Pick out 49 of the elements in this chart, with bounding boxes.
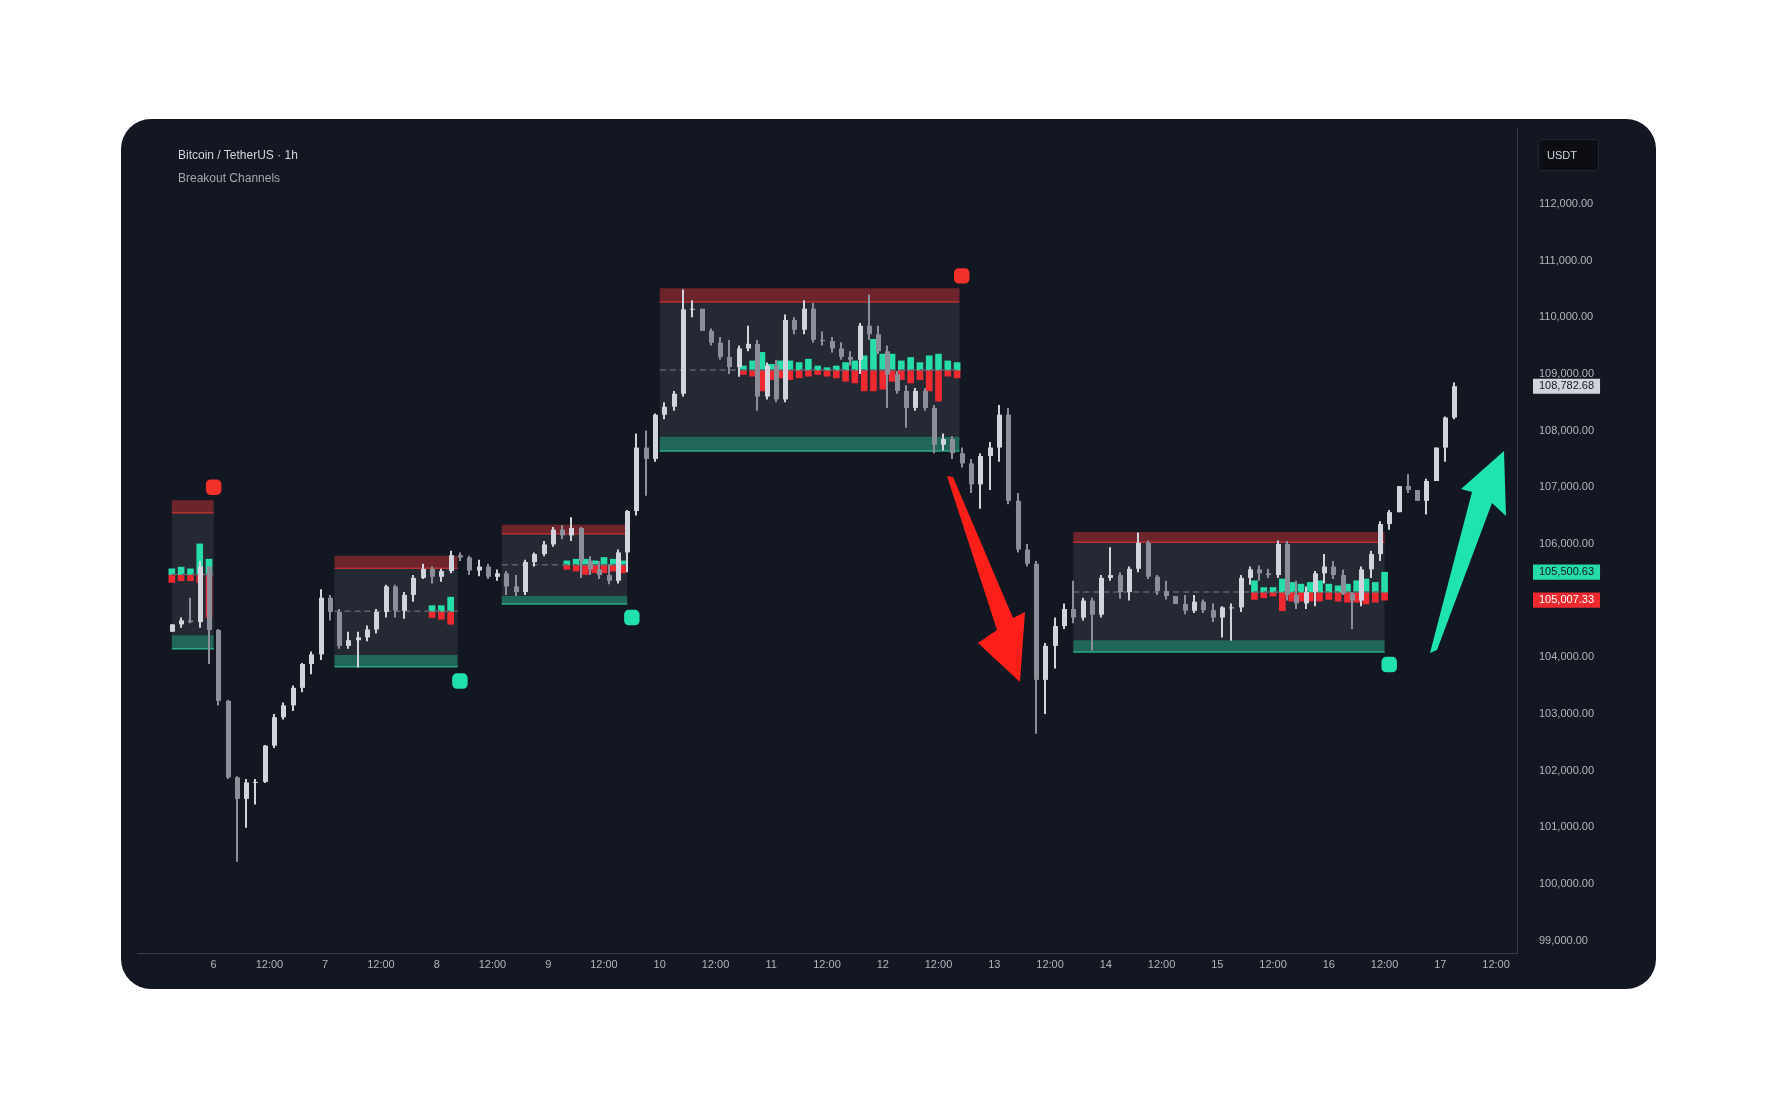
x-tick-label: 6 (210, 957, 217, 970)
x-tick-label: 12:00 (1147, 957, 1176, 970)
y-tick-label: 100,000.00 (1539, 876, 1595, 889)
x-tick-label: 12:00 (813, 957, 841, 970)
candlestick (1108, 547, 1113, 581)
x-tick-label: 12:00 (1036, 957, 1064, 970)
x-tick-label: 12:00 (701, 957, 730, 970)
y-tick-label: 102,000.00 (1539, 763, 1595, 776)
x-tick-label: 12:00 (1370, 957, 1399, 970)
y-tick-label: 107,000.00 (1539, 480, 1595, 493)
candlestick (253, 779, 258, 805)
y-tick-label: 101,000.00 (1539, 820, 1595, 833)
y-tick-label: 103,000.00 (1539, 706, 1595, 719)
x-tick-label: 12:00 (478, 957, 507, 970)
x-tick-label: 11 (765, 957, 777, 970)
x-tick-label: 12:00 (924, 957, 953, 970)
candlestick (188, 597, 193, 624)
y-axis-title: USDT (1538, 139, 1599, 171)
x-tick-label: 12:00 (1259, 957, 1287, 970)
y-tick-label: 108,782.68 (1539, 379, 1595, 392)
x-tick-label: 13 (988, 957, 1001, 970)
candlestick (356, 631, 361, 668)
y-tick-label: 110,000.00 (1539, 310, 1594, 323)
x-tick-label: 7 (322, 957, 329, 970)
y-tick-label: 105,500.63 (1539, 565, 1595, 578)
y-tick-label: 106,000.00 (1539, 536, 1595, 549)
x-tick-label: 10 (653, 957, 666, 970)
x-tick-label: 17 (1434, 957, 1447, 970)
x-tick-label: 16 (1322, 957, 1335, 970)
y-tick-label: 111,000.00 (1539, 253, 1593, 266)
x-tick-label: 12:00 (367, 957, 395, 970)
x-tick-label: 12:00 (255, 957, 284, 970)
candlestick (690, 300, 695, 318)
y-tick-label: 105,007.33 (1539, 593, 1595, 606)
y-tick-label: 112,000.00 (1539, 196, 1594, 209)
text: Breakout Channels (178, 171, 281, 185)
y-tick-label: 99,000.00 (1539, 933, 1588, 946)
x-tick-label: 9 (545, 957, 552, 970)
x-tick-label: 8 (433, 957, 440, 970)
candlestick (1229, 603, 1234, 641)
x-tick-label: 14 (1099, 957, 1112, 970)
x-tick-label: 12:00 (1482, 957, 1510, 970)
y-tick-label: 104,000.00 (1539, 650, 1595, 663)
x-tick-label: 12:00 (590, 957, 618, 970)
x-tick-label: 15 (1211, 957, 1224, 970)
y-tick-label: 109,000.00 (1539, 366, 1595, 379)
y-tick-label: 108,000.00 (1539, 423, 1595, 436)
x-tick-label: 12 (876, 957, 889, 970)
text: Bitcoin / TetherUS · 1h (178, 148, 298, 162)
